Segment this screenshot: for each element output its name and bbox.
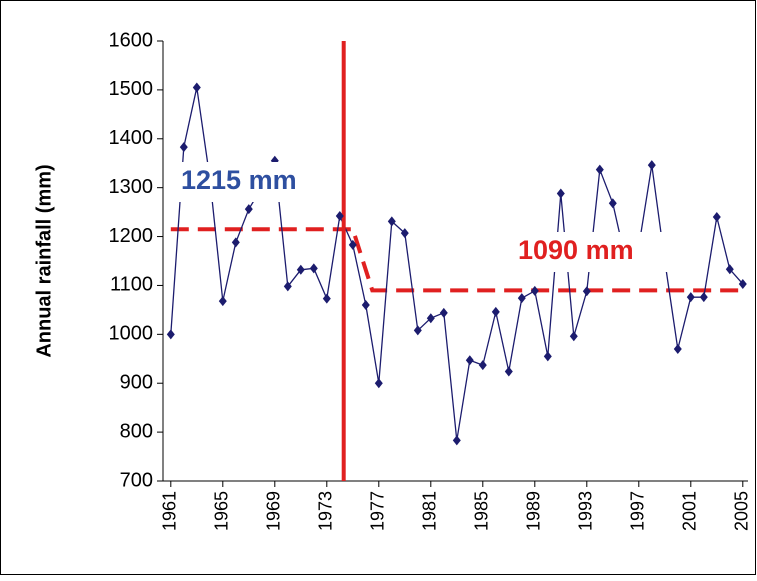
data-point <box>309 263 318 274</box>
data-point <box>452 435 461 446</box>
x-tick-label: 1985 <box>472 491 492 531</box>
data-point <box>361 300 370 310</box>
y-axis-title: Annual rainfall (mm) <box>33 164 55 357</box>
x-tick-label: 1989 <box>524 491 544 531</box>
data-point <box>712 212 721 222</box>
x-tick-label: 1977 <box>368 491 388 531</box>
data-point <box>192 82 201 93</box>
data-point <box>491 306 500 317</box>
data-point <box>673 344 682 354</box>
data-point <box>504 366 513 377</box>
data-point <box>322 293 331 304</box>
x-tick-label: 1969 <box>264 491 284 531</box>
data-point <box>283 281 292 292</box>
data-point <box>699 292 708 303</box>
x-tick-label: 1997 <box>628 491 648 531</box>
x-tick-label: 1993 <box>576 491 596 531</box>
data-point <box>478 360 487 371</box>
data-point <box>348 239 357 250</box>
y-tick-label: 1200 <box>109 225 154 247</box>
data-point <box>439 307 448 318</box>
y-tick-label: 900 <box>120 372 153 394</box>
data-point <box>400 228 409 239</box>
data-point <box>556 188 565 199</box>
data-point <box>218 296 227 307</box>
data-point <box>608 198 617 209</box>
data-point <box>413 325 422 336</box>
y-tick-label: 1000 <box>109 323 154 345</box>
data-point <box>530 285 539 296</box>
y-tick-label: 700 <box>120 469 153 491</box>
x-tick-label: 1973 <box>316 491 336 531</box>
data-point <box>569 331 578 342</box>
data-point <box>465 355 474 366</box>
data-point <box>374 378 383 389</box>
x-tick-label: 1981 <box>420 491 440 531</box>
x-tick-label: 2001 <box>680 491 700 531</box>
data-point <box>738 278 747 289</box>
x-tick-label: 2005 <box>732 491 752 531</box>
y-tick-label: 800 <box>120 420 153 442</box>
mean-line <box>170 227 743 293</box>
data-point <box>166 329 175 340</box>
data-point <box>543 351 552 362</box>
x-tick-label: 1965 <box>212 491 232 531</box>
y-tick-label: 1100 <box>110 274 153 296</box>
data-point <box>582 286 591 297</box>
data-point <box>647 160 656 171</box>
data-point <box>335 211 344 222</box>
data-point <box>231 237 240 248</box>
mean-label: 1215 mm <box>181 165 297 195</box>
data-point <box>595 164 604 175</box>
data-point <box>686 292 695 303</box>
data-point <box>517 293 526 304</box>
data-point <box>725 264 734 275</box>
data-point <box>179 142 188 153</box>
data-point <box>426 313 435 324</box>
data-point <box>387 216 396 227</box>
y-tick-label: 1500 <box>109 78 154 100</box>
y-tick-label: 1400 <box>109 127 154 149</box>
data-point <box>244 204 253 215</box>
mean-label: 1090 mm <box>518 235 634 265</box>
y-tick-label: 1300 <box>109 176 154 198</box>
x-tick-label: 1961 <box>160 491 180 531</box>
label-box <box>514 232 669 272</box>
y-tick-label: 1600 <box>109 29 154 51</box>
label-box <box>177 162 332 202</box>
data-point <box>296 264 305 275</box>
